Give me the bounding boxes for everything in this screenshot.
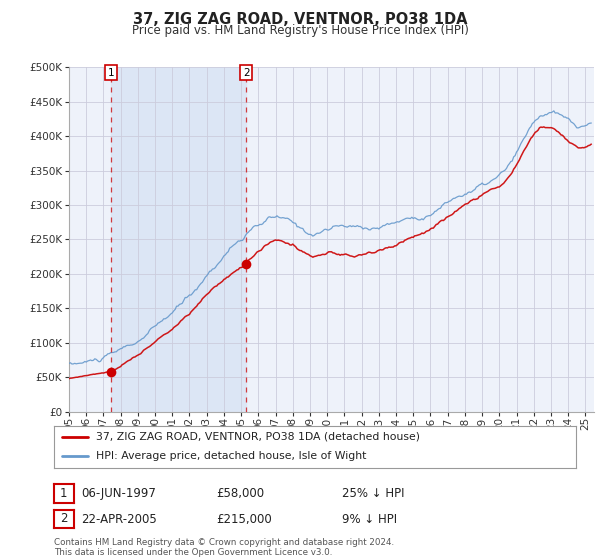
Text: 2: 2 <box>243 68 250 78</box>
Bar <box>111 67 246 412</box>
Text: 9% ↓ HPI: 9% ↓ HPI <box>342 512 397 526</box>
Text: £58,000: £58,000 <box>216 487 264 501</box>
Text: 37, ZIG ZAG ROAD, VENTNOR, PO38 1DA: 37, ZIG ZAG ROAD, VENTNOR, PO38 1DA <box>133 12 467 27</box>
Text: 22-APR-2005: 22-APR-2005 <box>81 512 157 526</box>
Text: 1: 1 <box>60 487 68 500</box>
Text: 25% ↓ HPI: 25% ↓ HPI <box>342 487 404 501</box>
Text: Price paid vs. HM Land Registry's House Price Index (HPI): Price paid vs. HM Land Registry's House … <box>131 24 469 36</box>
Text: 1: 1 <box>107 68 114 78</box>
Text: 06-JUN-1997: 06-JUN-1997 <box>81 487 156 501</box>
Text: £215,000: £215,000 <box>216 512 272 526</box>
Text: 37, ZIG ZAG ROAD, VENTNOR, PO38 1DA (detached house): 37, ZIG ZAG ROAD, VENTNOR, PO38 1DA (det… <box>96 432 420 442</box>
Text: HPI: Average price, detached house, Isle of Wight: HPI: Average price, detached house, Isle… <box>96 451 366 461</box>
Text: 2: 2 <box>60 512 68 525</box>
Text: Contains HM Land Registry data © Crown copyright and database right 2024.
This d: Contains HM Land Registry data © Crown c… <box>54 538 394 557</box>
